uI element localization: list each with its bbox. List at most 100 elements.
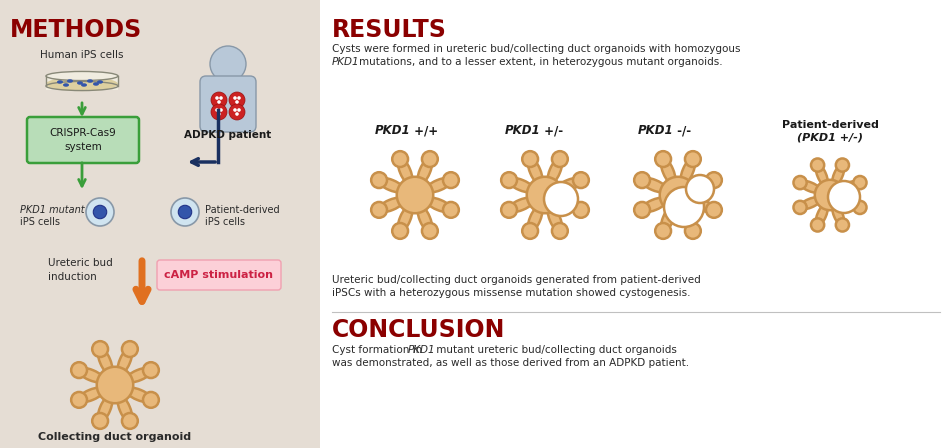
Circle shape (237, 96, 241, 100)
Circle shape (853, 176, 866, 189)
Text: PKD1: PKD1 (408, 345, 436, 355)
Circle shape (392, 223, 408, 239)
Circle shape (793, 176, 806, 189)
Text: ADPKD patient: ADPKD patient (185, 130, 271, 140)
FancyBboxPatch shape (27, 117, 139, 163)
Circle shape (443, 202, 459, 218)
Text: Patient-derived: Patient-derived (782, 120, 879, 130)
Ellipse shape (417, 157, 432, 185)
Ellipse shape (555, 177, 583, 193)
Ellipse shape (527, 157, 543, 185)
Circle shape (233, 96, 237, 100)
Circle shape (211, 104, 227, 120)
Ellipse shape (799, 181, 822, 193)
Ellipse shape (117, 395, 132, 423)
Circle shape (552, 151, 567, 167)
Ellipse shape (377, 198, 405, 212)
Text: CRISPR-Cas9
system: CRISPR-Cas9 system (50, 129, 116, 151)
Circle shape (501, 172, 517, 188)
Circle shape (217, 112, 221, 116)
Circle shape (97, 367, 133, 403)
Circle shape (811, 218, 824, 232)
Ellipse shape (125, 368, 152, 383)
Ellipse shape (98, 347, 112, 375)
Circle shape (229, 104, 245, 120)
Text: mutations, and to a lesser extent, in heterozygous mutant organoids.: mutations, and to a lesser extent, in he… (359, 57, 723, 67)
Circle shape (93, 205, 107, 219)
Ellipse shape (87, 79, 93, 83)
Circle shape (544, 182, 578, 216)
Ellipse shape (832, 164, 844, 187)
Ellipse shape (816, 203, 828, 226)
Text: PKD1: PKD1 (638, 124, 673, 137)
Ellipse shape (641, 198, 668, 212)
Circle shape (233, 108, 237, 112)
Circle shape (92, 341, 108, 357)
Ellipse shape (398, 157, 412, 185)
Text: Human iPS cells: Human iPS cells (40, 50, 124, 60)
Ellipse shape (641, 177, 668, 193)
Ellipse shape (425, 198, 453, 212)
Circle shape (371, 172, 387, 188)
Ellipse shape (57, 80, 63, 84)
Circle shape (526, 177, 564, 213)
Ellipse shape (507, 177, 535, 193)
Circle shape (178, 205, 191, 219)
Text: PKD1: PKD1 (332, 57, 360, 67)
Circle shape (815, 180, 845, 210)
Ellipse shape (688, 177, 716, 193)
Text: Cysts were formed in ureteric bud/collecting duct organoids with homozygous: Cysts were formed in ureteric bud/collec… (332, 44, 741, 54)
Circle shape (92, 413, 108, 429)
Ellipse shape (67, 79, 73, 83)
Text: Ureteric bud/collecting duct organoids generated from patient-derived: Ureteric bud/collecting duct organoids g… (332, 275, 701, 285)
Circle shape (217, 100, 221, 104)
Circle shape (229, 92, 245, 108)
Circle shape (219, 96, 223, 100)
Ellipse shape (527, 205, 543, 233)
Circle shape (443, 172, 459, 188)
Circle shape (143, 392, 159, 408)
Ellipse shape (547, 157, 563, 185)
Circle shape (552, 223, 567, 239)
Circle shape (836, 159, 849, 172)
Circle shape (171, 198, 199, 226)
Circle shape (422, 151, 438, 167)
Ellipse shape (555, 198, 583, 212)
Text: +/+: +/+ (410, 124, 438, 137)
Circle shape (706, 172, 722, 188)
Ellipse shape (77, 388, 105, 402)
FancyBboxPatch shape (157, 260, 281, 290)
Circle shape (210, 46, 246, 82)
Ellipse shape (97, 80, 103, 84)
Circle shape (392, 151, 408, 167)
Circle shape (235, 112, 239, 116)
Ellipse shape (816, 164, 828, 187)
Circle shape (684, 151, 701, 167)
Ellipse shape (125, 388, 152, 402)
Text: PKD1: PKD1 (374, 124, 410, 137)
Text: Collecting duct organoid: Collecting duct organoid (38, 432, 191, 442)
Circle shape (122, 341, 138, 357)
Circle shape (523, 223, 538, 239)
Circle shape (523, 151, 538, 167)
Ellipse shape (799, 197, 822, 210)
Circle shape (655, 151, 671, 167)
Text: METHODS: METHODS (10, 18, 142, 42)
Ellipse shape (93, 82, 99, 86)
Circle shape (71, 392, 87, 408)
Ellipse shape (398, 205, 412, 233)
Ellipse shape (117, 347, 132, 375)
Circle shape (664, 187, 704, 227)
Circle shape (811, 159, 824, 172)
Circle shape (143, 362, 159, 378)
Ellipse shape (547, 205, 563, 233)
Circle shape (422, 223, 438, 239)
Circle shape (501, 202, 517, 218)
Circle shape (706, 202, 722, 218)
Ellipse shape (681, 157, 695, 185)
Circle shape (828, 181, 860, 213)
Text: was demonstrated, as well as those derived from an ADPKD patient.: was demonstrated, as well as those deriv… (332, 358, 689, 368)
Ellipse shape (425, 177, 453, 193)
Ellipse shape (507, 198, 535, 212)
Circle shape (219, 108, 223, 112)
